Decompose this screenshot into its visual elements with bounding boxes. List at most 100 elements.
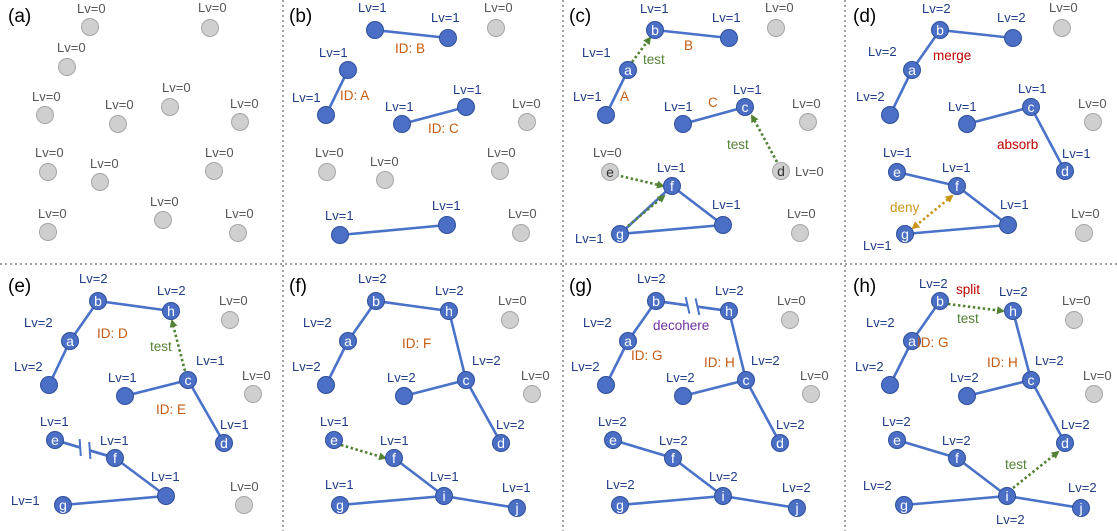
panel-c: (c) b Lv=1 Lv=1 a Lv=1 Lv=1 Lv=1 c Lv=1 e Lv=0 f Lv=1…: [569, 0, 824, 246]
node-letter: h: [445, 303, 453, 319]
node-idle: [1084, 113, 1102, 131]
node-letter: e: [893, 164, 901, 180]
level-label: Lv=0: [198, 0, 227, 15]
node-letter: d: [1061, 163, 1069, 179]
level-label: Lv=1: [712, 10, 741, 25]
level-label: Lv=0: [800, 368, 829, 383]
test-arrow: [340, 443, 387, 461]
node-letter: h: [1009, 303, 1017, 319]
level-label: Lv=0: [57, 40, 86, 55]
edge: [939, 28, 1014, 40]
node-active: [339, 332, 357, 350]
level-label: Lv=2: [782, 480, 811, 495]
level-label: Lv=2: [666, 370, 695, 385]
level-label: Lv=0: [512, 96, 541, 111]
level-label: Lv=0: [1049, 0, 1078, 15]
level-label: Lv=2: [776, 417, 805, 432]
annotation: ID: H: [987, 355, 1018, 370]
level-label: Lv=2: [571, 359, 600, 374]
level-label: Lv=2: [950, 370, 979, 385]
edge: [903, 494, 1008, 507]
node-letter: f: [671, 450, 675, 466]
node-active: [737, 371, 755, 389]
node-active: [771, 434, 789, 452]
panel-label: (h): [853, 276, 876, 297]
edge: [682, 105, 746, 126]
panel-label: (d): [853, 6, 876, 27]
level-label: Lv=2: [358, 271, 387, 286]
level-label: Lv=0: [484, 0, 513, 15]
edge: [1011, 310, 1033, 381]
node-letter: e: [609, 432, 617, 448]
node-letter: e: [606, 164, 614, 180]
panel-label: (e): [8, 276, 31, 297]
level-label: Lv=2: [637, 271, 666, 286]
level-label: Lv=0: [521, 368, 550, 383]
node-letter: b: [936, 22, 944, 38]
node-active: [1056, 434, 1074, 452]
level-label: Lv=2: [79, 271, 108, 286]
node-active: [597, 376, 615, 394]
level-label: Lv=1: [453, 82, 482, 97]
node-letter: a: [908, 333, 916, 349]
node-letter: g: [336, 497, 344, 513]
node-idle: [161, 98, 179, 116]
level-label: Lv=0: [90, 156, 119, 171]
level-label: Lv=0: [77, 1, 106, 16]
node-active: [999, 216, 1017, 234]
node-idle: [91, 173, 109, 191]
level-label: Lv=2: [997, 10, 1026, 25]
level-label: Lv=2: [715, 283, 744, 298]
edge: [727, 310, 748, 381]
node-letter: i: [442, 488, 445, 504]
node-idle: [772, 162, 790, 180]
level-label: Lv=1: [40, 414, 69, 429]
node-letter: h: [167, 303, 175, 319]
edge: [1029, 379, 1067, 444]
node-letter: b: [651, 22, 659, 38]
level-label: Lv=0: [370, 154, 399, 169]
node-active: [40, 376, 58, 394]
edge: [956, 456, 1008, 498]
level-label: Lv=2: [472, 353, 501, 368]
level-label: Lv=0: [242, 368, 271, 383]
node-active: [46, 431, 64, 449]
level-label: Lv=1: [196, 353, 225, 368]
level-label: Lv=0: [777, 293, 806, 308]
annotation: C: [708, 95, 718, 110]
level-label: Lv=1: [431, 10, 460, 25]
node-active: [1056, 162, 1074, 180]
node-active: [714, 487, 732, 505]
level-label: Lv=2: [919, 276, 948, 291]
node-active: [339, 61, 357, 79]
level-label: Lv=2: [856, 89, 885, 104]
node-letter: c: [742, 99, 749, 115]
level-label: Lv=2: [868, 44, 897, 59]
node-active: [888, 163, 906, 181]
annotation: B: [684, 38, 693, 53]
level-label: Lv=0: [593, 145, 622, 160]
panel-b: (b) Lv=1 Lv=1 Lv=1 Lv=1 Lv=1 Lv=1 Lv=1 Lv=1 Lv=0 L…: [289, 0, 541, 244]
level-label: Lv=2: [1068, 480, 1097, 495]
level-label: Lv=1: [883, 145, 912, 160]
node-letter: b: [372, 293, 380, 309]
node-letter: c: [1028, 99, 1035, 115]
edge: [339, 223, 448, 237]
annotation: ID: A: [340, 88, 369, 103]
level-label: Lv=1: [657, 160, 686, 175]
annotation: split: [956, 282, 980, 297]
node-active: [647, 292, 665, 310]
level-label: Lv=2: [387, 370, 416, 385]
level-label: Lv=1: [151, 469, 180, 484]
node-active: [325, 431, 343, 449]
node-active: [619, 61, 637, 79]
edge: [403, 378, 467, 398]
node-active: [457, 371, 475, 389]
edge-gap: [79, 445, 91, 453]
deny-arrow: [911, 194, 954, 230]
node-idle: [205, 162, 223, 180]
node-letter: d: [1061, 435, 1069, 451]
node-letter: a: [624, 62, 632, 78]
node-idle: [601, 163, 619, 181]
